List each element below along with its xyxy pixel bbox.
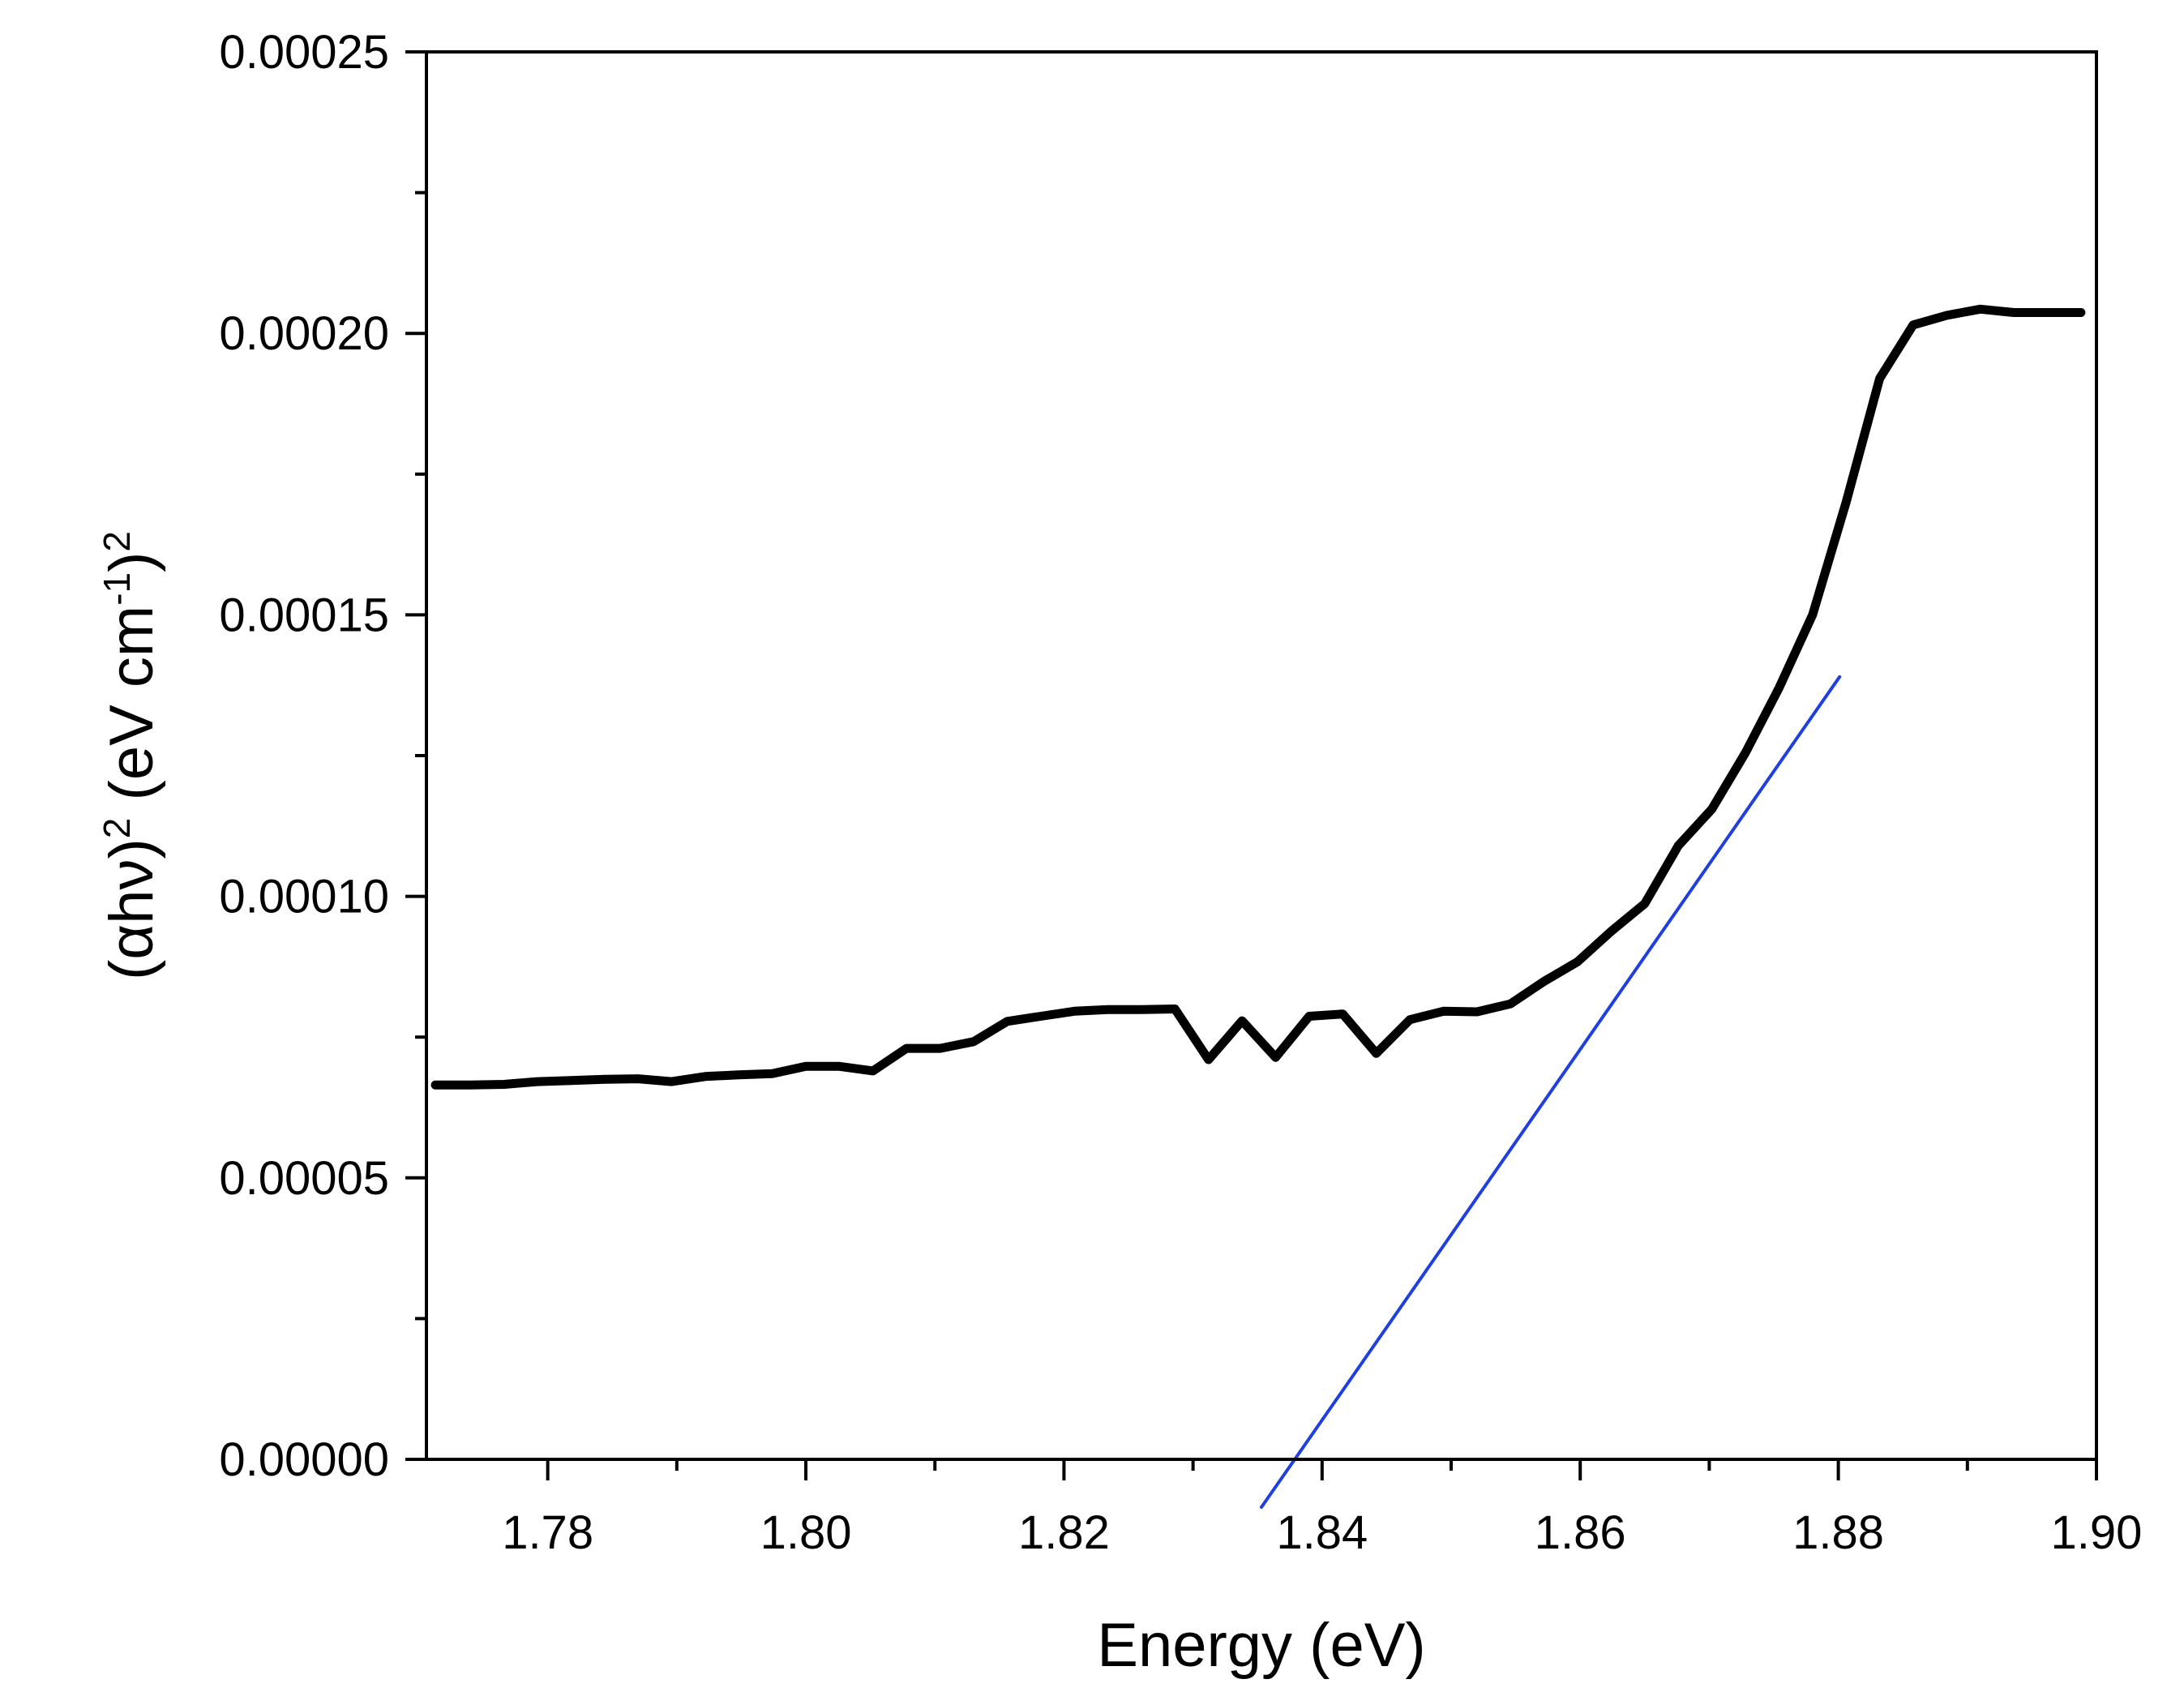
series-group	[430, 304, 2086, 1509]
y-title-sup-3: 2	[96, 531, 138, 552]
data-series-line	[430, 304, 2086, 1090]
linear-fit-line	[1260, 675, 1842, 1509]
x-tick-label: 1.80	[760, 1506, 852, 1559]
y-title-part-2: (eV cm	[97, 606, 166, 818]
y-tick-label: 0.00015	[219, 589, 389, 641]
x-tick-label: 1.86	[1535, 1506, 1626, 1559]
x-tick-label: 1.90	[2051, 1506, 2143, 1559]
x-tick-label: 1.78	[502, 1506, 593, 1559]
x-tick-label: 1.88	[1792, 1506, 1884, 1559]
y-title-sup-2: -1	[96, 572, 138, 606]
plot-frame	[425, 50, 2098, 1461]
y-tick-label: 0.00010	[219, 871, 389, 923]
x-tick-label: 1.84	[1276, 1506, 1368, 1559]
ticks-group	[405, 50, 2098, 1480]
tick-labels-group: 1.78 1.80 1.82 1.84 1.86 1.88 1.90 0.00000 0.000…	[219, 26, 2142, 1559]
y-axis-title: (αhν)2 (eV cm-1)2	[96, 531, 166, 980]
y-title-part-3: )	[97, 552, 166, 572]
y-tick-label: 0.00020	[219, 307, 389, 360]
x-axis-title: Energy (eV)	[1097, 1611, 1426, 1680]
y-title-part-1: (αhν)	[97, 838, 166, 980]
x-tick-label: 1.82	[1018, 1506, 1110, 1559]
y-tick-label: 0.00005	[219, 1152, 389, 1205]
y-tick-label: 0.00025	[219, 26, 389, 79]
y-tick-label: 0.00000	[219, 1433, 389, 1486]
y-title-sup-1: 2	[96, 818, 138, 839]
